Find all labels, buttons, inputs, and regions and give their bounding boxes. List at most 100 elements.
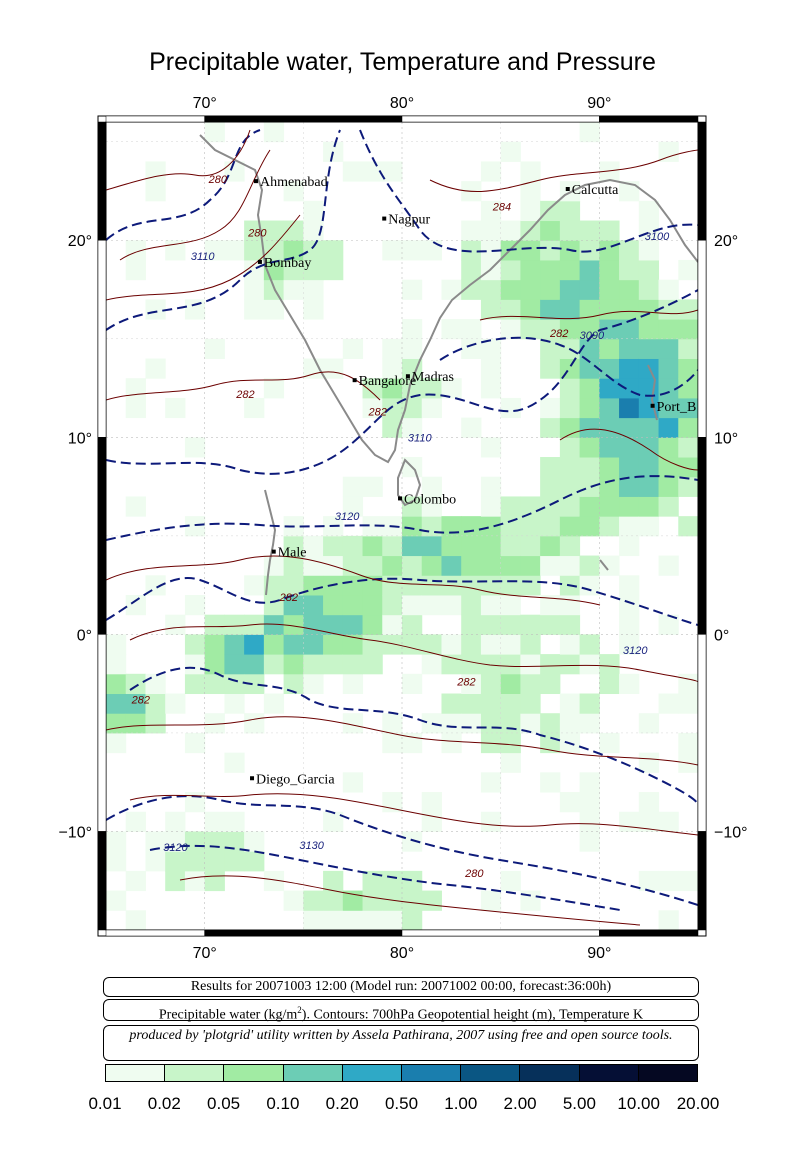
raster-cell: [579, 397, 600, 419]
raster-cell: [402, 496, 423, 517]
raster-cell: [638, 279, 660, 300]
frame-segment: [97, 121, 107, 241]
raster-cell: [382, 338, 403, 359]
lat-tick-label: −10°: [714, 824, 748, 841]
raster-cell: [599, 437, 620, 458]
raster-cell: [342, 338, 364, 359]
raster-cell: [658, 437, 679, 458]
graticule: [106, 122, 698, 930]
colorbar-segment: [342, 1065, 403, 1081]
raster-cell: [342, 673, 364, 695]
raster-cell: [500, 654, 521, 675]
raster-cell: [323, 654, 344, 675]
raster-cell: [480, 161, 502, 182]
raster-cell: [244, 240, 265, 261]
raster-cell: [559, 299, 581, 320]
frame-segment: [105, 929, 205, 937]
raster-cell: [638, 811, 660, 832]
raster-cell: [342, 634, 364, 655]
raster-cell: [540, 516, 561, 537]
city-label: Nagpur: [388, 213, 430, 228]
raster-cell: [619, 397, 640, 419]
raster-cell: [619, 496, 640, 517]
raster-cell: [145, 831, 166, 852]
raster-cell: [500, 575, 521, 596]
map-panel: 3110 3100 3090 3110 3120 3120 3120 3130 280 280 28…: [58, 95, 748, 962]
raster-cell: [106, 634, 127, 655]
raster-cell: [658, 811, 679, 832]
raster-cell: [658, 397, 679, 419]
raster-cell: [500, 693, 521, 714]
results-line: Results for 20071003 12:00 (Model run: 2…: [190, 979, 612, 994]
legend-line-prefix: Precipitable water (kg/m: [158, 1007, 298, 1023]
contour-label: 280: [464, 868, 484, 880]
frame-segment: [697, 831, 707, 931]
lon-tick-label: 90°: [587, 95, 611, 112]
raster-cell: [165, 397, 186, 419]
city-label: Bombay: [264, 256, 311, 271]
raster-cell: [125, 673, 146, 695]
raster-cell: [165, 851, 186, 872]
raster-cell: [480, 713, 502, 734]
raster-cell: [402, 634, 423, 655]
frame-segment: [97, 831, 107, 931]
raster-cell: [461, 259, 482, 281]
raster-cell: [540, 457, 561, 478]
raster-cell: [678, 732, 698, 754]
raster-cell: [303, 555, 324, 576]
raster-cell: [520, 181, 541, 202]
city-marker-icon: [650, 403, 655, 408]
raster-cell: [520, 516, 541, 537]
raster-cell: [678, 437, 698, 458]
raster-cell: [402, 338, 423, 359]
raster-cell: [520, 200, 541, 222]
raster-cell: [638, 200, 660, 222]
raster-cell: [520, 614, 541, 635]
raster-cell: [480, 654, 502, 675]
raster-cell: [461, 693, 482, 714]
raster-cell: [421, 594, 442, 616]
raster-cell: [441, 634, 462, 655]
raster-cell: [402, 358, 423, 379]
city-label: Male: [278, 546, 307, 561]
raster-cell: [540, 397, 561, 419]
raster-cell: [224, 673, 245, 695]
raster-cell: [579, 772, 600, 793]
raster-cell: [402, 555, 423, 576]
raster-cell: [283, 614, 304, 635]
results-info-box: Results for 20071003 12:00 (Model run: 2…: [103, 977, 699, 997]
raster-cell: [342, 476, 364, 497]
raster-cell: [362, 555, 383, 576]
city-marker-icon: [271, 549, 276, 554]
raster-cell: [362, 594, 383, 616]
raster-cell: [500, 594, 521, 616]
raster-cell: [145, 693, 166, 714]
raster-cell: [441, 535, 462, 557]
raster-cell: [283, 181, 304, 202]
raster-cell: [599, 417, 620, 438]
raster-cell: [125, 713, 146, 734]
raster-cell: [421, 535, 442, 557]
raster-cell: [106, 831, 127, 852]
raster-cell: [619, 673, 640, 695]
raster-cell: [599, 240, 620, 261]
colorbar-tick-label: 20.00: [676, 1094, 720, 1113]
raster-cell: [520, 496, 541, 517]
city-marker-icon: [565, 187, 570, 192]
raster-cell: [106, 890, 127, 911]
raster-cell: [342, 772, 364, 793]
frame-segment: [204, 115, 403, 123]
raster-cell: [342, 535, 364, 557]
raster-cell: [599, 358, 620, 379]
raster-cell: [106, 851, 127, 872]
raster-cell: [619, 358, 640, 379]
raster-cell: [678, 752, 698, 773]
raster-cell: [579, 299, 600, 320]
raster-cell: [224, 811, 245, 832]
raster-cell: [421, 397, 442, 419]
raster-cell: [184, 831, 206, 852]
colorbar-tick-label: 10.00: [617, 1094, 660, 1113]
raster-cell: [106, 654, 127, 675]
raster-cell: [480, 535, 502, 557]
precipitable-water-field: [106, 122, 698, 930]
